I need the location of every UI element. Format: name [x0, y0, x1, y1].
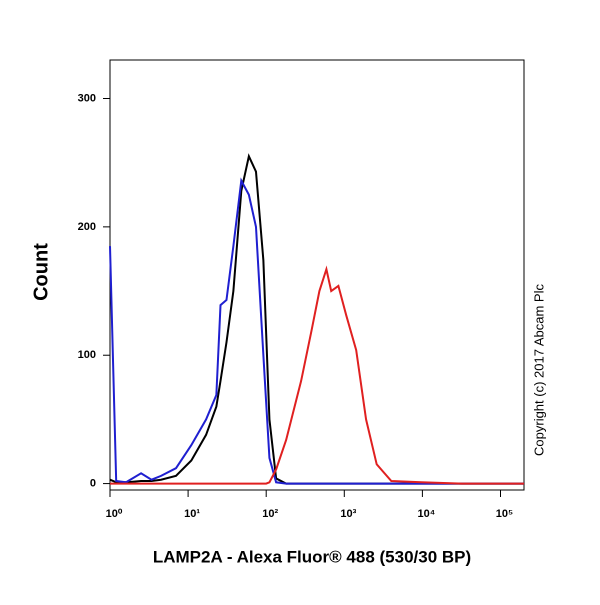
y-tick-label: 200: [78, 221, 96, 233]
x-tick-label: 10¹: [184, 508, 200, 520]
x-tick-label: 10⁵: [496, 508, 513, 520]
y-tick-label: 300: [78, 92, 96, 104]
x-tick-label: 10⁴: [418, 508, 436, 520]
x-axis-label: LAMP2A - Alexa Fluor® 488 (530/30 BP): [153, 547, 471, 566]
plot-frame: [109, 59, 525, 491]
y-axis-label: Count: [30, 243, 52, 301]
x-tick-label: 10³: [340, 508, 356, 520]
histogram-line: [109, 177, 524, 485]
y-tick-label: 100: [78, 349, 96, 361]
y-tick-label: 0: [90, 477, 96, 489]
x-tick-label: 10²: [262, 508, 278, 520]
x-tick-label: 10⁰: [106, 508, 123, 520]
copyright: Copyright (c) 2017 Abcam Plc: [531, 284, 546, 456]
histogram-line: [109, 153, 524, 485]
histogram-line: [110, 265, 524, 485]
